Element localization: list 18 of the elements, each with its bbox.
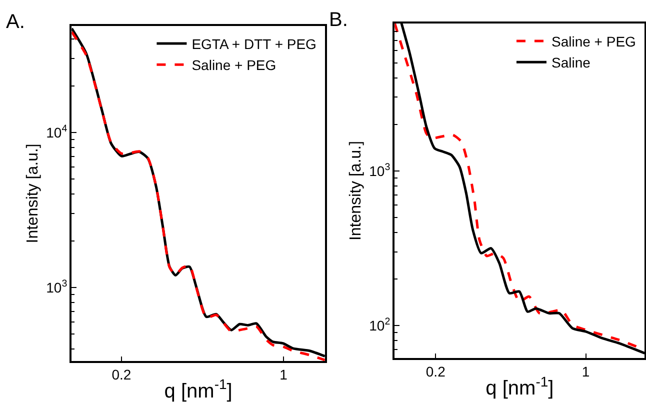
legend-label: Saline + PEG — [192, 57, 276, 74]
x-axis-title: q [nm$^{-1}$] — [164, 376, 232, 403]
x-axis-title: q [nm$^{-1}$] — [486, 373, 554, 400]
chart-title: B. — [329, 9, 348, 31]
y-tick-label: 10$^{3}$ — [369, 162, 391, 179]
x-tick-label: 1 — [582, 364, 590, 380]
x-tick-label: 0.2 — [426, 364, 446, 380]
y-tick-label: 10$^{2}$ — [369, 316, 390, 334]
chart-title: A. — [6, 11, 25, 33]
x-tick-label: 0.2 — [112, 366, 132, 383]
legend-label: Saline + PEG — [551, 33, 636, 50]
y-axis-title: Intensity [a.u.] — [24, 144, 42, 244]
legend-label: Saline — [551, 54, 591, 71]
y-tick-label: 10$^{4}$ — [46, 124, 68, 140]
x-tick-label: 1 — [280, 366, 288, 383]
y-tick-label: 10$^{3}$ — [46, 278, 68, 296]
legend-label: EGTA + DTT + PEG — [192, 36, 316, 52]
y-axis-title: Intensity [a.u.] — [348, 140, 365, 241]
